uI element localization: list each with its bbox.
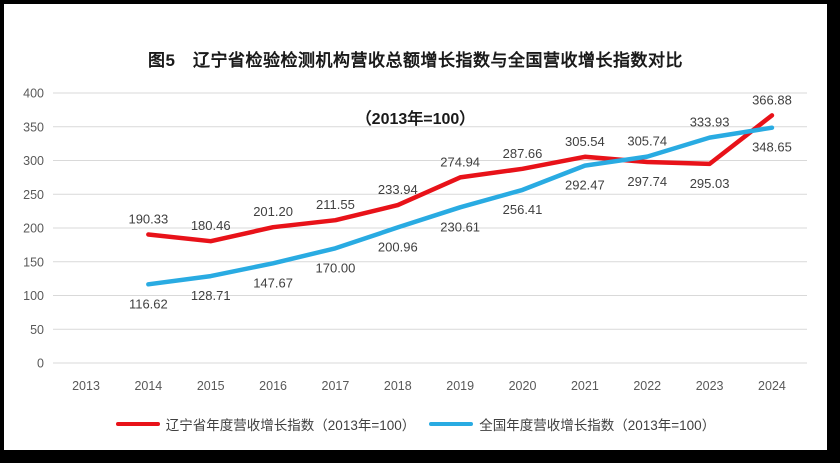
x-axis-tick-label: 2018 bbox=[384, 379, 412, 393]
y-axis-tick-label: 50 bbox=[30, 323, 44, 337]
data-label-national-2017: 170.00 bbox=[316, 260, 356, 275]
data-label-national-2023: 333.93 bbox=[690, 115, 730, 130]
x-axis-tick-label: 2021 bbox=[571, 379, 599, 393]
data-label-liaoning-2018: 233.94 bbox=[378, 182, 418, 197]
y-axis-tick-label: 0 bbox=[37, 357, 44, 371]
chart-title: 图5 辽宁省检验检测机构营收总额增长指数与全国营收增长指数对比 （2013年=1… bbox=[4, 13, 827, 167]
data-label-liaoning-2022: 297.74 bbox=[627, 174, 667, 189]
x-axis-tick-label: 2022 bbox=[633, 379, 661, 393]
data-label-national-2022: 305.74 bbox=[627, 134, 667, 149]
y-axis-tick-label: 350 bbox=[23, 120, 44, 134]
x-axis-tick-label: 2013 bbox=[72, 379, 100, 393]
legend-item-liaoning: 辽宁省年度营收增长指数（2013年=100） bbox=[115, 414, 416, 434]
data-label-national-2018: 200.96 bbox=[378, 239, 418, 254]
y-axis-tick-label: 300 bbox=[23, 154, 44, 168]
data-label-national-2024: 348.65 bbox=[752, 140, 792, 155]
x-axis-tick-label: 2024 bbox=[758, 379, 786, 393]
x-axis-tick-label: 2020 bbox=[509, 379, 537, 393]
chart-title-line2: （2013年=100） bbox=[355, 111, 476, 128]
line-chart-svg: 0 50 100 150 200 250 300 350 400 2013 2014 2015 2016… bbox=[23, 87, 807, 393]
chart-legend: 辽宁省年度营收增长指数（2013年=100） 全国年度营收增长指数（2013年=… bbox=[4, 414, 827, 434]
data-label-liaoning-2017: 211.55 bbox=[316, 197, 355, 212]
legend-item-national: 全国年度营收增长指数（2013年=100） bbox=[429, 414, 715, 434]
chart-title-line1: 图5 辽宁省检验检测机构营收总额增长指数与全国营收增长指数对比 bbox=[148, 51, 683, 70]
liaoning-line-swatch-icon bbox=[115, 421, 160, 427]
y-axis-tick-label: 150 bbox=[23, 255, 44, 269]
data-label-liaoning-2023: 295.03 bbox=[690, 176, 730, 191]
y-axis-tick-label: 200 bbox=[23, 222, 44, 236]
data-label-liaoning-2019: 274.94 bbox=[440, 154, 480, 169]
x-axis-tick-label: 2023 bbox=[696, 379, 724, 393]
series-line-liaoning bbox=[146, 113, 775, 244]
data-label-national-2021: 292.47 bbox=[565, 178, 605, 193]
data-label-liaoning-2016: 201.20 bbox=[253, 204, 293, 219]
data-label-national-2019: 230.61 bbox=[440, 219, 480, 234]
data-label-national-2020: 256.41 bbox=[503, 202, 543, 217]
x-axis-tick-label: 2019 bbox=[446, 379, 474, 393]
data-label-liaoning-2014: 190.33 bbox=[128, 212, 168, 227]
data-label-liaoning-2015: 180.46 bbox=[191, 218, 231, 233]
legend-label-liaoning: 辽宁省年度营收增长指数（2013年=100） bbox=[165, 418, 416, 433]
data-label-national-2016: 147.67 bbox=[253, 275, 293, 290]
data-label-liaoning-2024: 366.88 bbox=[752, 92, 792, 107]
series-line-national bbox=[146, 125, 775, 287]
national-line-swatch-icon bbox=[429, 421, 474, 427]
data-label-liaoning-2020: 287.66 bbox=[503, 146, 543, 161]
x-axis-tick-label: 2014 bbox=[134, 379, 162, 393]
y-axis-tick-label: 400 bbox=[23, 87, 44, 101]
x-axis-tick-label: 2017 bbox=[322, 379, 350, 393]
legend-label-national: 全国年度营收增长指数（2013年=100） bbox=[479, 418, 716, 433]
y-axis-tick-label: 100 bbox=[23, 289, 44, 303]
x-axis-tick-label: 2016 bbox=[259, 379, 287, 393]
x-axis-tick-label: 2015 bbox=[197, 379, 225, 393]
data-label-national-2015: 128.71 bbox=[191, 288, 231, 303]
data-label-liaoning-2021: 305.54 bbox=[565, 134, 605, 149]
y-axis-tick-label: 250 bbox=[23, 188, 44, 202]
data-label-national-2014: 116.62 bbox=[129, 296, 168, 311]
